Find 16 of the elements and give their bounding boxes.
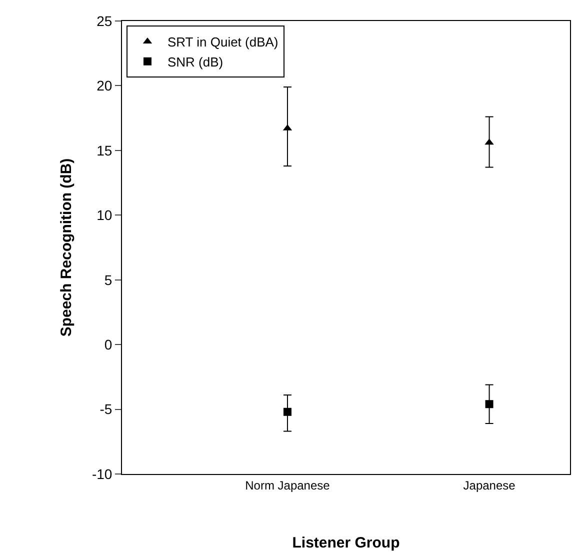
y-tick-label: 0 xyxy=(104,336,112,352)
y-axis-title: Speech Recognition (dB) xyxy=(58,158,76,337)
x-axis-title: Listener Group xyxy=(292,534,400,552)
x-tick-label: Norm Japanese xyxy=(245,478,330,492)
y-tick-label: -5 xyxy=(100,401,112,418)
y-tick-label: 5 xyxy=(104,272,112,288)
y-tick-label: 15 xyxy=(96,142,112,158)
x-tick-label: Japanese xyxy=(463,478,516,492)
y-tick-label: 25 xyxy=(96,12,112,29)
legend-label: SRT in Quiet (dBA) xyxy=(167,34,278,50)
y-tick-label: -10 xyxy=(92,466,112,482)
point xyxy=(485,400,494,408)
y-tick-label: 20 xyxy=(96,78,112,94)
point xyxy=(283,408,292,416)
y-tick-label: 10 xyxy=(96,207,112,224)
legend-label: SNR (dB) xyxy=(167,54,224,70)
